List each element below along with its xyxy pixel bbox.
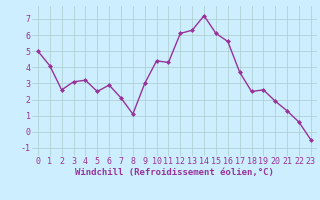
X-axis label: Windchill (Refroidissement éolien,°C): Windchill (Refroidissement éolien,°C) <box>75 168 274 177</box>
